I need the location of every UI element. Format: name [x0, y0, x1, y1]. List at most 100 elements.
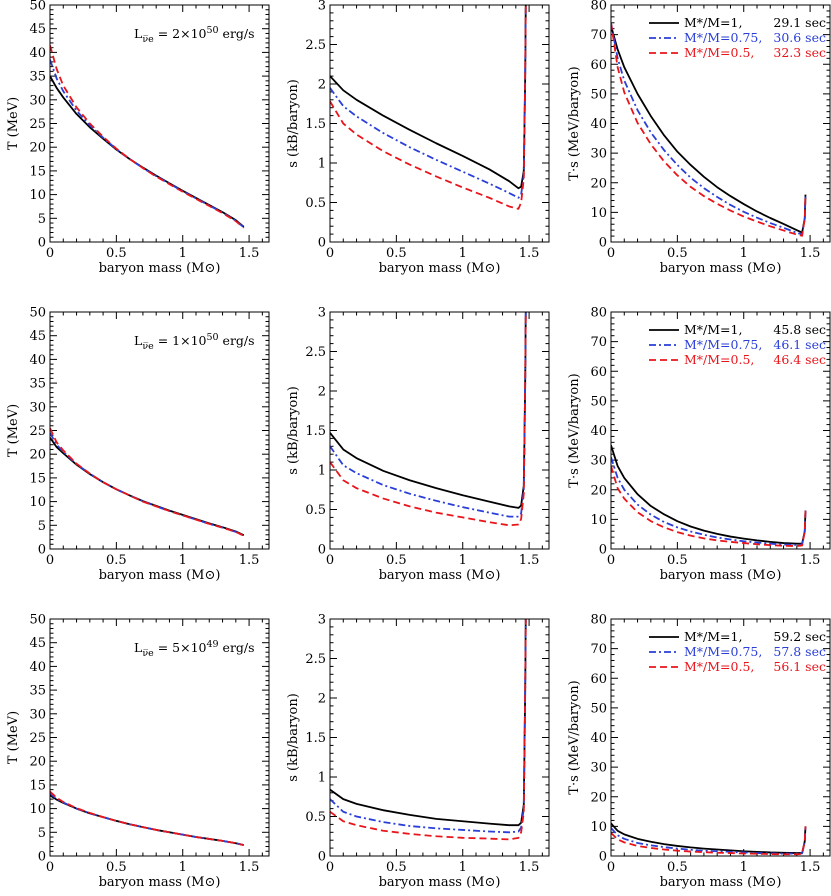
y-tick-label: 0 — [38, 236, 46, 251]
series-line-M*/M=0.75 — [50, 59, 245, 229]
y-tick-label: 1 — [318, 464, 326, 479]
y-tick-label: 50 — [29, 613, 46, 628]
plot-frame — [610, 4, 831, 243]
series-group — [330, 5, 527, 210]
legend-label: M*/M=0.5, — [684, 352, 754, 367]
y-tick-label: 0.5 — [305, 196, 326, 211]
plot-frame — [49, 618, 270, 857]
x-tick-label: 1 — [179, 553, 187, 568]
y-tick-label: 60 — [590, 58, 607, 73]
y-tick-label: 10 — [29, 802, 46, 817]
legend-label: M*/M=1, — [684, 322, 742, 337]
x-axis-label: baryon mass (M⊙) — [99, 875, 221, 890]
x-tick-label: 0 — [607, 553, 615, 568]
x-tick-label: 1 — [740, 860, 748, 875]
y-tick-label: 2 — [318, 385, 326, 400]
x-tick-label: 0.5 — [667, 860, 688, 875]
y-tick-label: 40 — [29, 353, 46, 368]
y-tick-label: 5 — [38, 519, 46, 534]
x-tick-label: 1.5 — [239, 553, 260, 568]
chart-panel-2-2: 0 0.5 1 1.5 0 10 20 30 40 50 60 70 80 baryon mass (M⊙… — [567, 613, 831, 890]
y-tick-label: 70 — [590, 335, 607, 350]
y-tick-label: 30 — [590, 761, 607, 776]
x-tick-label: 1.5 — [239, 246, 260, 261]
y-tick-label: 40 — [29, 660, 46, 675]
x-tick-label: 1.5 — [800, 246, 821, 261]
y-tick-label: 50 — [29, 0, 46, 14]
y-tick-label: 30 — [590, 454, 607, 469]
legend-label: M*/M=0.5, — [684, 45, 754, 60]
series-group — [611, 22, 807, 237]
y-tick-label: 20 — [590, 176, 607, 191]
series-line-M*/M=0.5 — [330, 619, 527, 841]
y-tick-label: 15 — [29, 164, 46, 179]
x-tick-label: 1 — [459, 246, 467, 261]
series-line-M*/M=1 — [611, 445, 807, 545]
x-tick-label: 0 — [46, 246, 54, 261]
y-tick-label: 50 — [590, 394, 607, 409]
legend-time: 46.1 sec — [773, 337, 826, 352]
x-tick-label: 1.5 — [519, 246, 540, 261]
series-line-M*/M=1 — [50, 437, 245, 537]
series-line-M*/M=1 — [330, 5, 527, 190]
y-tick-label: 45 — [29, 636, 46, 651]
chart-panel-2-1: 0 0.5 1 1.5 0 0.5 1 1.5 2 2.5 3 baryon mass (M⊙) s (… — [286, 613, 550, 890]
chart-panel-2-0: 0 0.5 1 1.5 0 5 10 15 20 25 30 35 40 45 50 baryon mass … — [6, 613, 270, 890]
chart-panel-0-0: 0 0.5 1 1.5 0 5 10 15 20 25 30 35 40 45 50 baryon mass … — [6, 0, 270, 276]
series-line-M*/M=0.75 — [611, 22, 807, 236]
series-line-M*/M=0.5 — [330, 5, 527, 210]
luminosity-label: Lν̅e = 5×1049 erg/s — [134, 639, 255, 659]
x-tick-label: 1.5 — [800, 860, 821, 875]
x-axis-label: baryon mass (M⊙) — [660, 261, 782, 276]
y-tick-label: 20 — [29, 141, 46, 156]
series-line-M*/M=1 — [330, 312, 527, 509]
x-tick-label: 1.5 — [239, 860, 260, 875]
y-tick-label: 3 — [318, 613, 326, 628]
x-axis-label: baryon mass (M⊙) — [379, 875, 501, 890]
y-tick-label: 10 — [590, 513, 607, 528]
series-group — [611, 445, 807, 547]
y-tick-label: 25 — [29, 731, 46, 746]
y-tick-label: 50 — [590, 701, 607, 716]
legend-time: 45.8 sec — [773, 322, 826, 337]
y-tick-label: 40 — [590, 117, 607, 132]
y-tick-label: 70 — [590, 28, 607, 43]
y-tick-label: 25 — [29, 117, 46, 132]
x-tick-label: 1 — [179, 860, 187, 875]
y-tick-label: 20 — [590, 790, 607, 805]
y-tick-label: 40 — [590, 731, 607, 746]
x-axis-label: baryon mass (M⊙) — [379, 261, 501, 276]
x-axis-label: baryon mass (M⊙) — [99, 261, 221, 276]
plot-frame — [610, 618, 831, 857]
series-group — [50, 790, 244, 846]
x-tick-label: 0.5 — [667, 246, 688, 261]
series-line-M*/M=1 — [50, 794, 244, 846]
y-tick-label: 80 — [590, 613, 607, 628]
x-tick-label: 0.5 — [386, 246, 407, 261]
y-axis-label: s (kB/baryon) — [286, 693, 301, 782]
y-tick-label: 0 — [38, 543, 46, 558]
series-group — [611, 822, 807, 856]
x-tick-label: 1 — [179, 246, 187, 261]
y-tick-label: 30 — [590, 147, 607, 162]
y-tick-label: 50 — [590, 87, 607, 102]
y-tick-label: 1.5 — [305, 117, 326, 132]
series-group — [50, 427, 245, 537]
y-axis-label: s (kB/baryon) — [286, 79, 301, 168]
series-line-M*/M=0.5 — [50, 790, 244, 846]
series-line-M*/M=0.5 — [611, 22, 807, 237]
x-axis-label: baryon mass (M⊙) — [99, 568, 221, 583]
y-tick-label: 1.5 — [305, 731, 326, 746]
y-tick-label: 20 — [29, 755, 46, 770]
y-tick-label: 10 — [29, 495, 46, 510]
x-tick-label: 0.5 — [106, 860, 127, 875]
y-tick-label: 10 — [29, 188, 46, 203]
y-tick-label: 70 — [590, 642, 607, 657]
y-tick-label: 0.5 — [305, 503, 326, 518]
series-line-M*/M=0.5 — [611, 465, 807, 547]
y-tick-label: 0.5 — [305, 810, 326, 825]
plot-frame — [49, 4, 270, 243]
y-tick-label: 2.5 — [305, 345, 326, 360]
y-tick-label: 0 — [318, 543, 326, 558]
legend-label: M*/M=0.75, — [684, 644, 762, 659]
